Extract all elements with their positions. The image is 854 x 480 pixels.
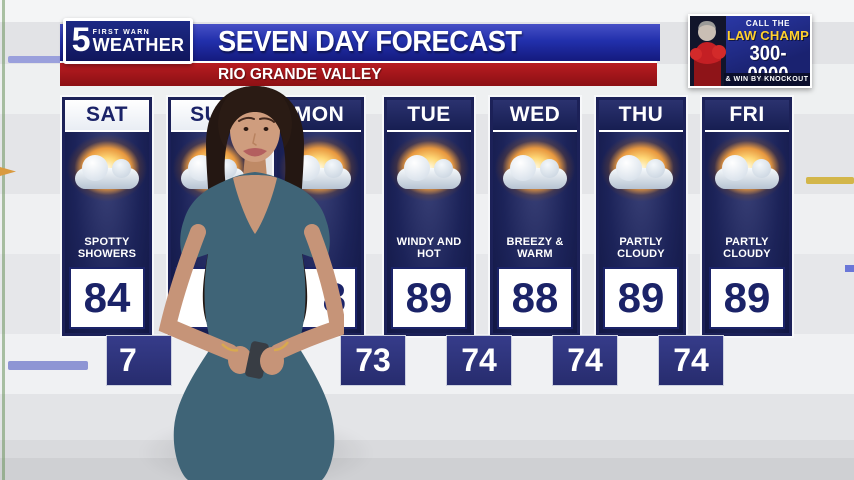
low-temp-tue: 74: [446, 335, 512, 386]
brand-line1: FIRST WARN: [92, 28, 151, 36]
station-logo: 5 FIRST WARN WEATHER: [63, 18, 193, 64]
high-temp: 89: [603, 267, 679, 329]
sun-behind-cloud-icon: [65, 132, 149, 203]
boxer-icon: [690, 16, 726, 86]
sun-behind-cloud-icon: [493, 132, 577, 203]
column-body: PARTLY CLOUDY: [599, 132, 683, 264]
day-label: TUE: [387, 100, 471, 132]
region-label: RIO GRANDE VALLEY: [218, 65, 382, 83]
wall-panel: [0, 0, 854, 22]
brand-line2: WEATHER: [92, 34, 185, 55]
sun-behind-cloud-icon: [387, 132, 471, 203]
ad-line2: LAW CHAMP: [727, 28, 809, 43]
forecast-column-thu: THU PARTLY CLOUDY 89: [596, 97, 686, 336]
wall-accent: [806, 177, 854, 184]
day-label: FRI: [705, 100, 789, 132]
wall-accent: [8, 361, 88, 370]
day-label: SAT: [65, 100, 149, 132]
low-temp-wed: 74: [552, 335, 618, 386]
condition-text: PARTLY CLOUDY: [723, 235, 771, 261]
sun-behind-cloud-icon: [599, 132, 683, 203]
low-temp-mon: 73: [340, 335, 406, 386]
high-temp: 88: [497, 267, 573, 329]
ad-line1: CALL THE: [745, 19, 791, 28]
forecast-column-fri: FRI PARTLY CLOUDY 89: [702, 97, 792, 336]
condition-text: PARTLY CLOUDY: [617, 235, 665, 261]
wall-panel: [0, 394, 854, 440]
condition-text: BREEZY & WARM: [506, 235, 564, 261]
column-body: WINDY AND HOT: [387, 132, 471, 264]
low-temp-sat: 7: [106, 335, 172, 386]
forecast-column-tue: TUE WINDY AND HOT 89: [384, 97, 474, 336]
wall-accent: [845, 265, 854, 272]
high-temp: 89: [391, 267, 467, 329]
high-temp: 84: [69, 267, 145, 329]
day-label: WED: [493, 100, 577, 132]
sun-behind-cloud-icon: [705, 132, 789, 203]
condition-text: WINDY AND HOT: [396, 235, 462, 261]
column-body: SPOTTY SHOWERS: [65, 132, 149, 264]
region-banner: RIO GRANDE VALLEY: [60, 61, 657, 86]
forecast-column-sat: SAT SPOTTY SHOWERS 84: [62, 97, 152, 336]
page-title: SEVEN DAY FORECAST: [218, 26, 522, 58]
forecast-column-wed: WED BREEZY & WARM 88: [490, 97, 580, 336]
wall-accent: [8, 56, 76, 63]
condition-text: SPOTTY SHOWERS: [77, 235, 137, 261]
channel-number: 5: [71, 21, 91, 59]
low-temp-thu: 74: [658, 335, 724, 386]
column-body: PARTLY CLOUDY: [705, 132, 789, 264]
ad-tagline: & WIN BY KNOCKOUT: [724, 73, 810, 86]
wall-accent: [2, 0, 5, 480]
weather-presenter: [158, 86, 344, 480]
sponsor-ad: CALL THE LAW CHAMP 300-0000 & WIN BY KNO…: [688, 14, 812, 88]
column-body: BREEZY & WARM: [493, 132, 577, 264]
day-label: THU: [599, 100, 683, 132]
high-temp: 89: [709, 267, 785, 329]
boxer-photo: [690, 16, 726, 86]
wall-accent: [0, 167, 16, 176]
